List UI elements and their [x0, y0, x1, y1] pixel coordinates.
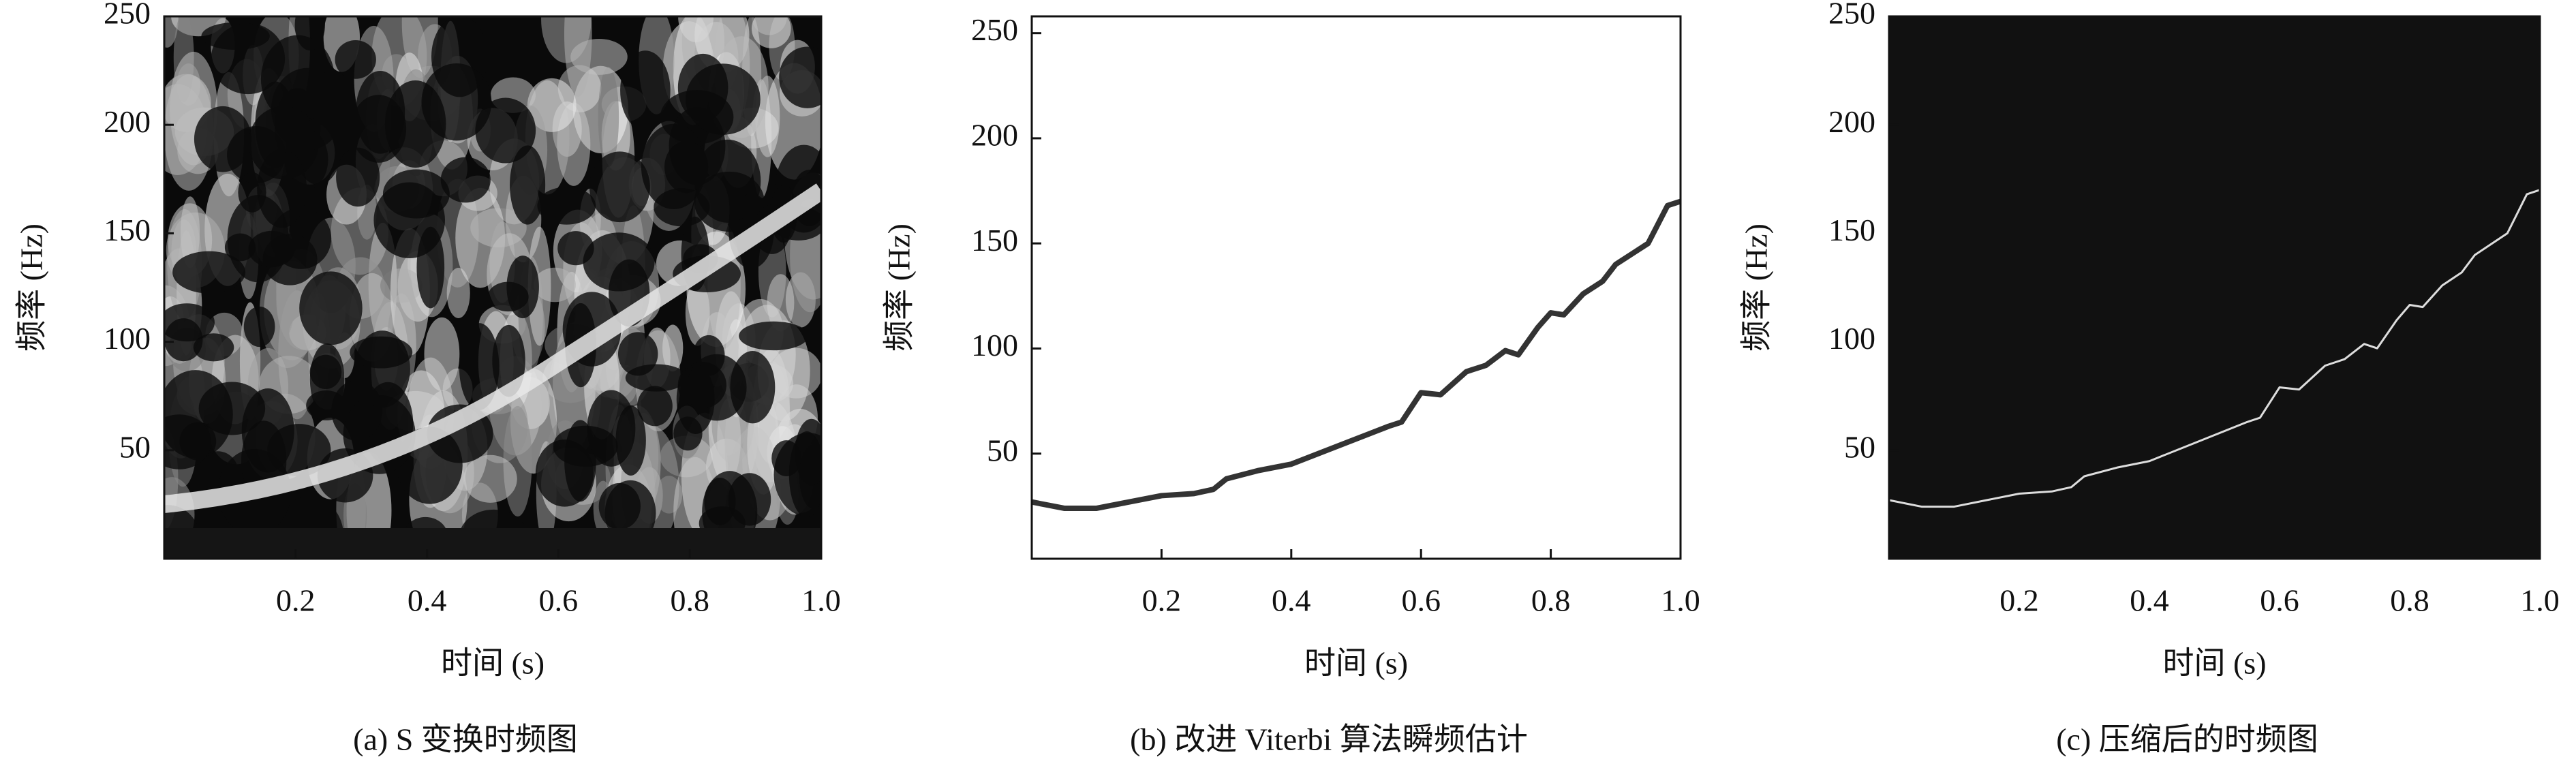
texture-band	[164, 183, 821, 513]
plot-frame	[163, 15, 823, 560]
texture-hole	[194, 106, 251, 172]
x-axis-label: 时间 (s)	[1304, 646, 1408, 681]
texture-hole	[617, 332, 658, 376]
y-tick-label: 150	[104, 213, 151, 247]
texture-hole	[294, 16, 325, 51]
texture-hole	[730, 351, 776, 424]
x-tick-label: 0.6	[1401, 583, 1441, 618]
x-tick-label: 0.8	[670, 583, 709, 618]
texture-hole	[537, 187, 596, 225]
caption: (b) 改进 Viterbi 算法瞬频估计	[1130, 722, 1528, 757]
texture-hole	[172, 251, 246, 294]
texture-hole	[193, 333, 234, 362]
x-tick-label: 0.6	[539, 583, 579, 618]
plot-area	[1889, 16, 2540, 559]
texture-floor	[164, 528, 821, 559]
x-tick-label: 0.4	[2130, 583, 2169, 618]
x-tick-label: 0.2	[1999, 583, 2039, 618]
texture	[164, 16, 821, 559]
texture-hole	[201, 22, 270, 50]
y-tick-label: 200	[971, 118, 1018, 153]
y-tick-label: 50	[987, 433, 1018, 467]
x-tick-label: 1.0	[801, 583, 841, 618]
texture-hole	[440, 157, 491, 203]
texture-hole	[164, 303, 215, 342]
texture-blob	[564, 16, 592, 97]
texture-hole	[335, 40, 376, 79]
x-tick-label: 0.8	[2390, 583, 2429, 618]
texture-hole	[248, 230, 295, 268]
y-axis-label: 频率 (Hz)	[1739, 223, 1774, 352]
x-tick-label: 0.6	[2260, 583, 2299, 618]
texture-hole	[506, 256, 539, 319]
texture-hole	[243, 306, 275, 348]
x-tick-label: 1.0	[1661, 583, 1700, 618]
y-tick-label: 200	[104, 104, 151, 139]
texture-hole	[739, 321, 808, 351]
y-tick-label: 150	[1828, 213, 1875, 247]
texture-hole	[587, 390, 636, 467]
y-tick-label: 250	[104, 0, 151, 31]
texture-hole	[459, 323, 500, 410]
x-tick-label: 1.0	[2520, 583, 2560, 618]
x-tick-label: 0.2	[1142, 583, 1182, 618]
texture-blob	[164, 74, 214, 191]
caption: (c) 压缩后的时频图	[2056, 722, 2318, 757]
texture-hole	[779, 46, 821, 108]
texture-hole	[416, 226, 445, 309]
texture-blob	[598, 67, 619, 168]
texture-blob	[446, 267, 470, 318]
x-tick-label: 0.2	[276, 583, 316, 618]
caption: (a) S 变换时频图	[353, 722, 578, 757]
texture-blob	[264, 260, 320, 360]
y-tick-label: 250	[1828, 0, 1875, 31]
texture-hole	[475, 97, 536, 164]
y-tick-label: 100	[104, 321, 151, 356]
y-tick-label: 100	[1828, 321, 1875, 356]
texture-hole	[771, 440, 801, 476]
texture-blob	[180, 196, 200, 268]
texture-hole	[309, 343, 345, 416]
texture-hole	[355, 71, 405, 154]
y-tick-label: 200	[1828, 104, 1875, 139]
y-axis-label: 频率 (Hz)	[882, 223, 917, 352]
x-axis-label: 时间 (s)	[2162, 646, 2266, 681]
x-axis-label: 时间 (s)	[441, 646, 545, 681]
texture-hole	[299, 271, 363, 345]
texture-blob	[527, 226, 551, 346]
data-line	[1888, 189, 2541, 508]
texture-hole	[620, 50, 671, 131]
x-tick-label: 0.8	[1531, 583, 1571, 618]
y-tick-label: 100	[971, 328, 1018, 362]
x-tick-label: 0.4	[1272, 583, 1311, 618]
texture-hole	[583, 232, 655, 292]
texture-hole	[637, 386, 673, 427]
y-tick-label: 50	[119, 429, 151, 464]
y-axis-label: 频率 (Hz)	[14, 223, 49, 352]
texture-hole	[704, 478, 736, 525]
plot-area	[1032, 16, 1681, 559]
y-tick-label: 150	[971, 223, 1018, 258]
plot-frame	[1030, 15, 1682, 560]
x-tick-label: 0.4	[408, 583, 447, 618]
y-tick-label: 250	[971, 12, 1018, 47]
texture-hole	[677, 362, 726, 409]
texture-blob	[678, 16, 714, 42]
texture-hole	[336, 147, 380, 207]
texture-hole	[510, 145, 546, 225]
texture-hole	[164, 414, 211, 469]
texture-hole	[350, 336, 413, 369]
texture-blob	[751, 16, 791, 48]
texture-hole	[686, 63, 761, 135]
data-line	[1031, 198, 1682, 511]
plot-frame	[1888, 15, 2541, 560]
y-tick-label: 50	[1844, 429, 1875, 464]
texture-hole	[271, 67, 344, 151]
texture-blob	[463, 454, 517, 503]
texture-hole	[431, 16, 488, 97]
texture-hole	[795, 418, 821, 486]
texture-hole	[331, 380, 383, 441]
texture-hole	[589, 151, 650, 223]
